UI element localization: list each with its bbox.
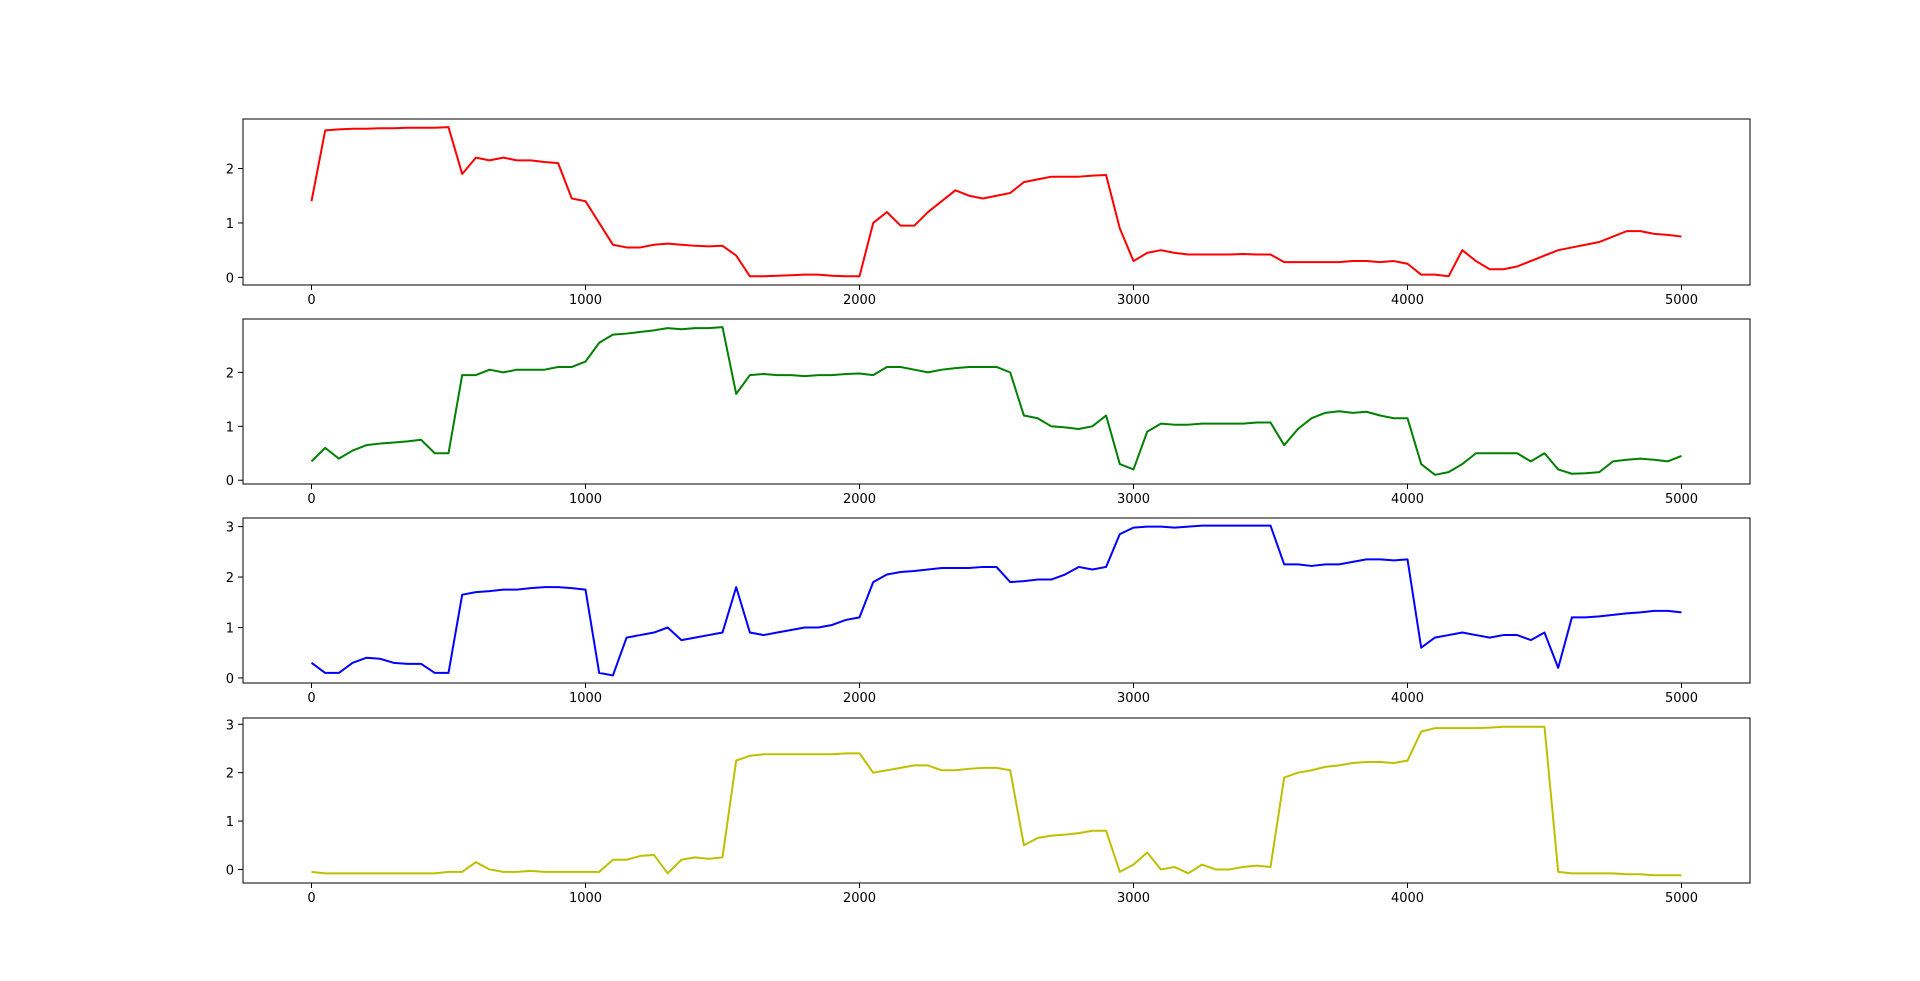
x-tick-label: 1000 (569, 293, 602, 308)
x-tick-label: 4000 (1391, 492, 1424, 507)
axes-frame (242, 118, 1751, 286)
y-tick-label: 2 (226, 571, 234, 586)
x-tick-label: 2000 (843, 691, 876, 706)
x-tick-label: 5000 (1665, 891, 1698, 906)
x-tick-label: 3000 (1117, 492, 1150, 507)
x-tick-label: 0 (307, 691, 315, 706)
axes-frame (242, 717, 1751, 884)
x-tick-label: 5000 (1665, 492, 1698, 507)
y-tick-label: 3 (226, 718, 234, 733)
data-line (310, 126, 1682, 278)
x-tick-label: 0 (307, 293, 315, 308)
y-tick-label: 0 (226, 474, 234, 489)
x-tick-label: 1000 (569, 691, 602, 706)
y-tick-label: 1 (226, 420, 234, 435)
x-tick-label: 3000 (1117, 691, 1150, 706)
x-tick-label: 2000 (843, 293, 876, 308)
x-tick-label: 3000 (1117, 891, 1150, 906)
y-tick-label: 2 (226, 767, 234, 782)
x-tick-label: 3000 (1117, 293, 1150, 308)
y-tick-label: 0 (226, 672, 234, 687)
data-line (311, 725, 1682, 877)
y-tick-label: 0 (226, 863, 234, 878)
x-tick-label: 4000 (1391, 293, 1424, 308)
data-line (310, 524, 1682, 677)
x-tick-label: 1000 (569, 492, 602, 507)
y-tick-label: 2 (226, 163, 234, 178)
x-tick-label: 0 (307, 891, 315, 906)
data-line (310, 326, 1682, 476)
axes-frame (242, 517, 1751, 684)
x-tick-label: 2000 (843, 891, 876, 906)
y-tick-label: 1 (226, 621, 234, 636)
x-tick-label: 4000 (1391, 891, 1424, 906)
x-tick-label: 5000 (1665, 293, 1698, 308)
y-tick-label: 1 (226, 217, 234, 232)
y-tick-label: 1 (226, 815, 234, 830)
y-tick-label: 2 (226, 366, 234, 381)
x-tick-label: 0 (307, 492, 315, 507)
x-tick-label: 1000 (569, 891, 602, 906)
x-tick-label: 2000 (843, 492, 876, 507)
x-tick-label: 5000 (1665, 691, 1698, 706)
x-tick-label: 4000 (1391, 691, 1424, 706)
axes-frame (242, 318, 1751, 485)
y-tick-label: 0 (226, 271, 234, 286)
y-tick-label: 3 (226, 521, 234, 536)
